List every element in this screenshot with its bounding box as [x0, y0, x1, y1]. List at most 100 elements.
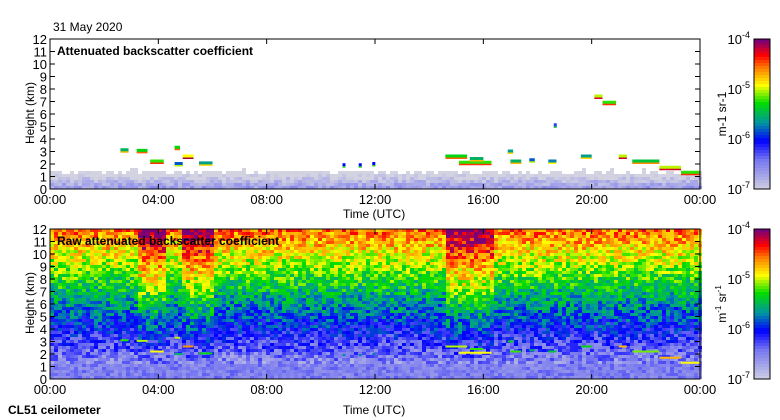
- heatmap-cell: [94, 325, 98, 328]
- heatmap-cell: [310, 180, 314, 183]
- heatmap-cell: [50, 325, 54, 328]
- heatmap-cell: [310, 277, 314, 280]
- heatmap-cell: [534, 180, 538, 183]
- heatmap-cell: [122, 235, 126, 238]
- heatmap-cell: [298, 244, 302, 247]
- heatmap-cell: [322, 268, 326, 271]
- heatmap-cell: [278, 310, 282, 313]
- heatmap-cell: [142, 301, 146, 304]
- heatmap-cell: [158, 370, 162, 373]
- heatmap-cell: [146, 274, 150, 277]
- heatmap-cell: [222, 186, 226, 189]
- heatmap-cell: [510, 174, 514, 177]
- heatmap-cell: [206, 256, 210, 259]
- heatmap-cell: [62, 310, 66, 313]
- heatmap-cell: [274, 361, 278, 364]
- heatmap-cell: [146, 229, 150, 232]
- heatmap-cell: [290, 253, 294, 256]
- heatmap-cell: [206, 310, 210, 313]
- heatmap-cell: [250, 310, 254, 313]
- heatmap-cell: [182, 247, 186, 250]
- heatmap-cell: [246, 307, 250, 310]
- heatmap-cell: [322, 316, 326, 319]
- heatmap-cell: [94, 283, 98, 286]
- heatmap-cell: [614, 183, 618, 186]
- x-tick-label: 04:00: [142, 192, 175, 207]
- heatmap-cell: [166, 274, 170, 277]
- heatmap-cell: [122, 174, 126, 177]
- heatmap-cell: [158, 307, 162, 310]
- heatmap-cell: [170, 229, 174, 232]
- heatmap-cell: [390, 177, 394, 180]
- heatmap-cell: [230, 286, 234, 289]
- heatmap-cell: [58, 235, 62, 238]
- heatmap-cell: [78, 268, 82, 271]
- heatmap-cell: [278, 319, 282, 322]
- heatmap-cell: [178, 244, 182, 247]
- heatmap-cell: [294, 361, 298, 364]
- colorbar-swatch: [754, 78, 770, 82]
- heatmap-cell: [198, 316, 202, 319]
- heatmap-cell: [562, 180, 566, 183]
- heatmap-cell: [82, 337, 86, 340]
- heatmap-cell: [178, 373, 182, 376]
- heatmap-cell: [134, 307, 138, 310]
- heatmap-cell: [398, 180, 402, 183]
- heatmap-cell: [338, 177, 342, 180]
- heatmap-cell: [318, 235, 322, 238]
- heatmap-cell: [150, 286, 154, 289]
- heatmap-cell: [82, 334, 86, 337]
- heatmap-cell: [262, 298, 266, 301]
- heatmap-cell: [146, 180, 150, 183]
- heatmap-cell: [74, 367, 78, 370]
- heatmap-cell: [50, 241, 54, 244]
- heatmap-cell: [146, 364, 150, 367]
- heatmap-cell: [190, 283, 194, 286]
- heatmap-cell: [50, 364, 54, 367]
- heatmap-cell: [310, 232, 314, 235]
- heatmap-cell: [182, 280, 186, 283]
- heatmap-cell: [146, 340, 150, 343]
- heatmap-cell: [186, 310, 190, 313]
- heatmap-cell: [286, 238, 290, 241]
- heatmap-cell: [274, 328, 278, 331]
- heatmap-cell: [294, 253, 298, 256]
- heatmap-cell: [318, 232, 322, 235]
- heatmap-cell: [458, 180, 462, 183]
- heatmap-cell: [58, 322, 62, 325]
- heatmap-cell: [170, 307, 174, 310]
- heatmap-cell: [66, 280, 70, 283]
- heatmap-cell: [254, 180, 258, 183]
- heatmap-cell: [230, 186, 234, 189]
- heatmap-cell: [270, 250, 274, 253]
- heatmap-cell: [638, 177, 642, 180]
- heatmap-cell: [262, 238, 266, 241]
- heatmap-cell: [326, 265, 330, 268]
- heatmap-cell: [246, 358, 250, 361]
- heatmap-cell: [298, 340, 302, 343]
- cloud-feature-core: [198, 164, 213, 166]
- heatmap-cell: [206, 370, 210, 373]
- heatmap-cell: [58, 361, 62, 364]
- heatmap-cell: [222, 340, 226, 343]
- heatmap-cell: [314, 229, 318, 232]
- heatmap-cell: [158, 355, 162, 358]
- heatmap-cell: [82, 253, 86, 256]
- heatmap-cell: [618, 183, 622, 186]
- heatmap-cell: [474, 183, 478, 186]
- heatmap-cell: [166, 283, 170, 286]
- heatmap-cell: [238, 367, 242, 370]
- heatmap-cell: [114, 229, 118, 232]
- heatmap-cell: [190, 229, 194, 232]
- heatmap-cell: [166, 262, 170, 265]
- colorbar-swatch: [754, 111, 770, 115]
- heatmap-cell: [190, 376, 194, 379]
- heatmap-cell: [294, 238, 298, 241]
- heatmap-cell: [78, 253, 82, 256]
- heatmap-cell: [330, 289, 334, 292]
- heatmap-cell: [170, 262, 174, 265]
- heatmap-cell: [462, 171, 466, 174]
- heatmap-cell: [282, 373, 286, 376]
- heatmap-cell: [322, 376, 326, 379]
- heatmap-cell: [194, 283, 198, 286]
